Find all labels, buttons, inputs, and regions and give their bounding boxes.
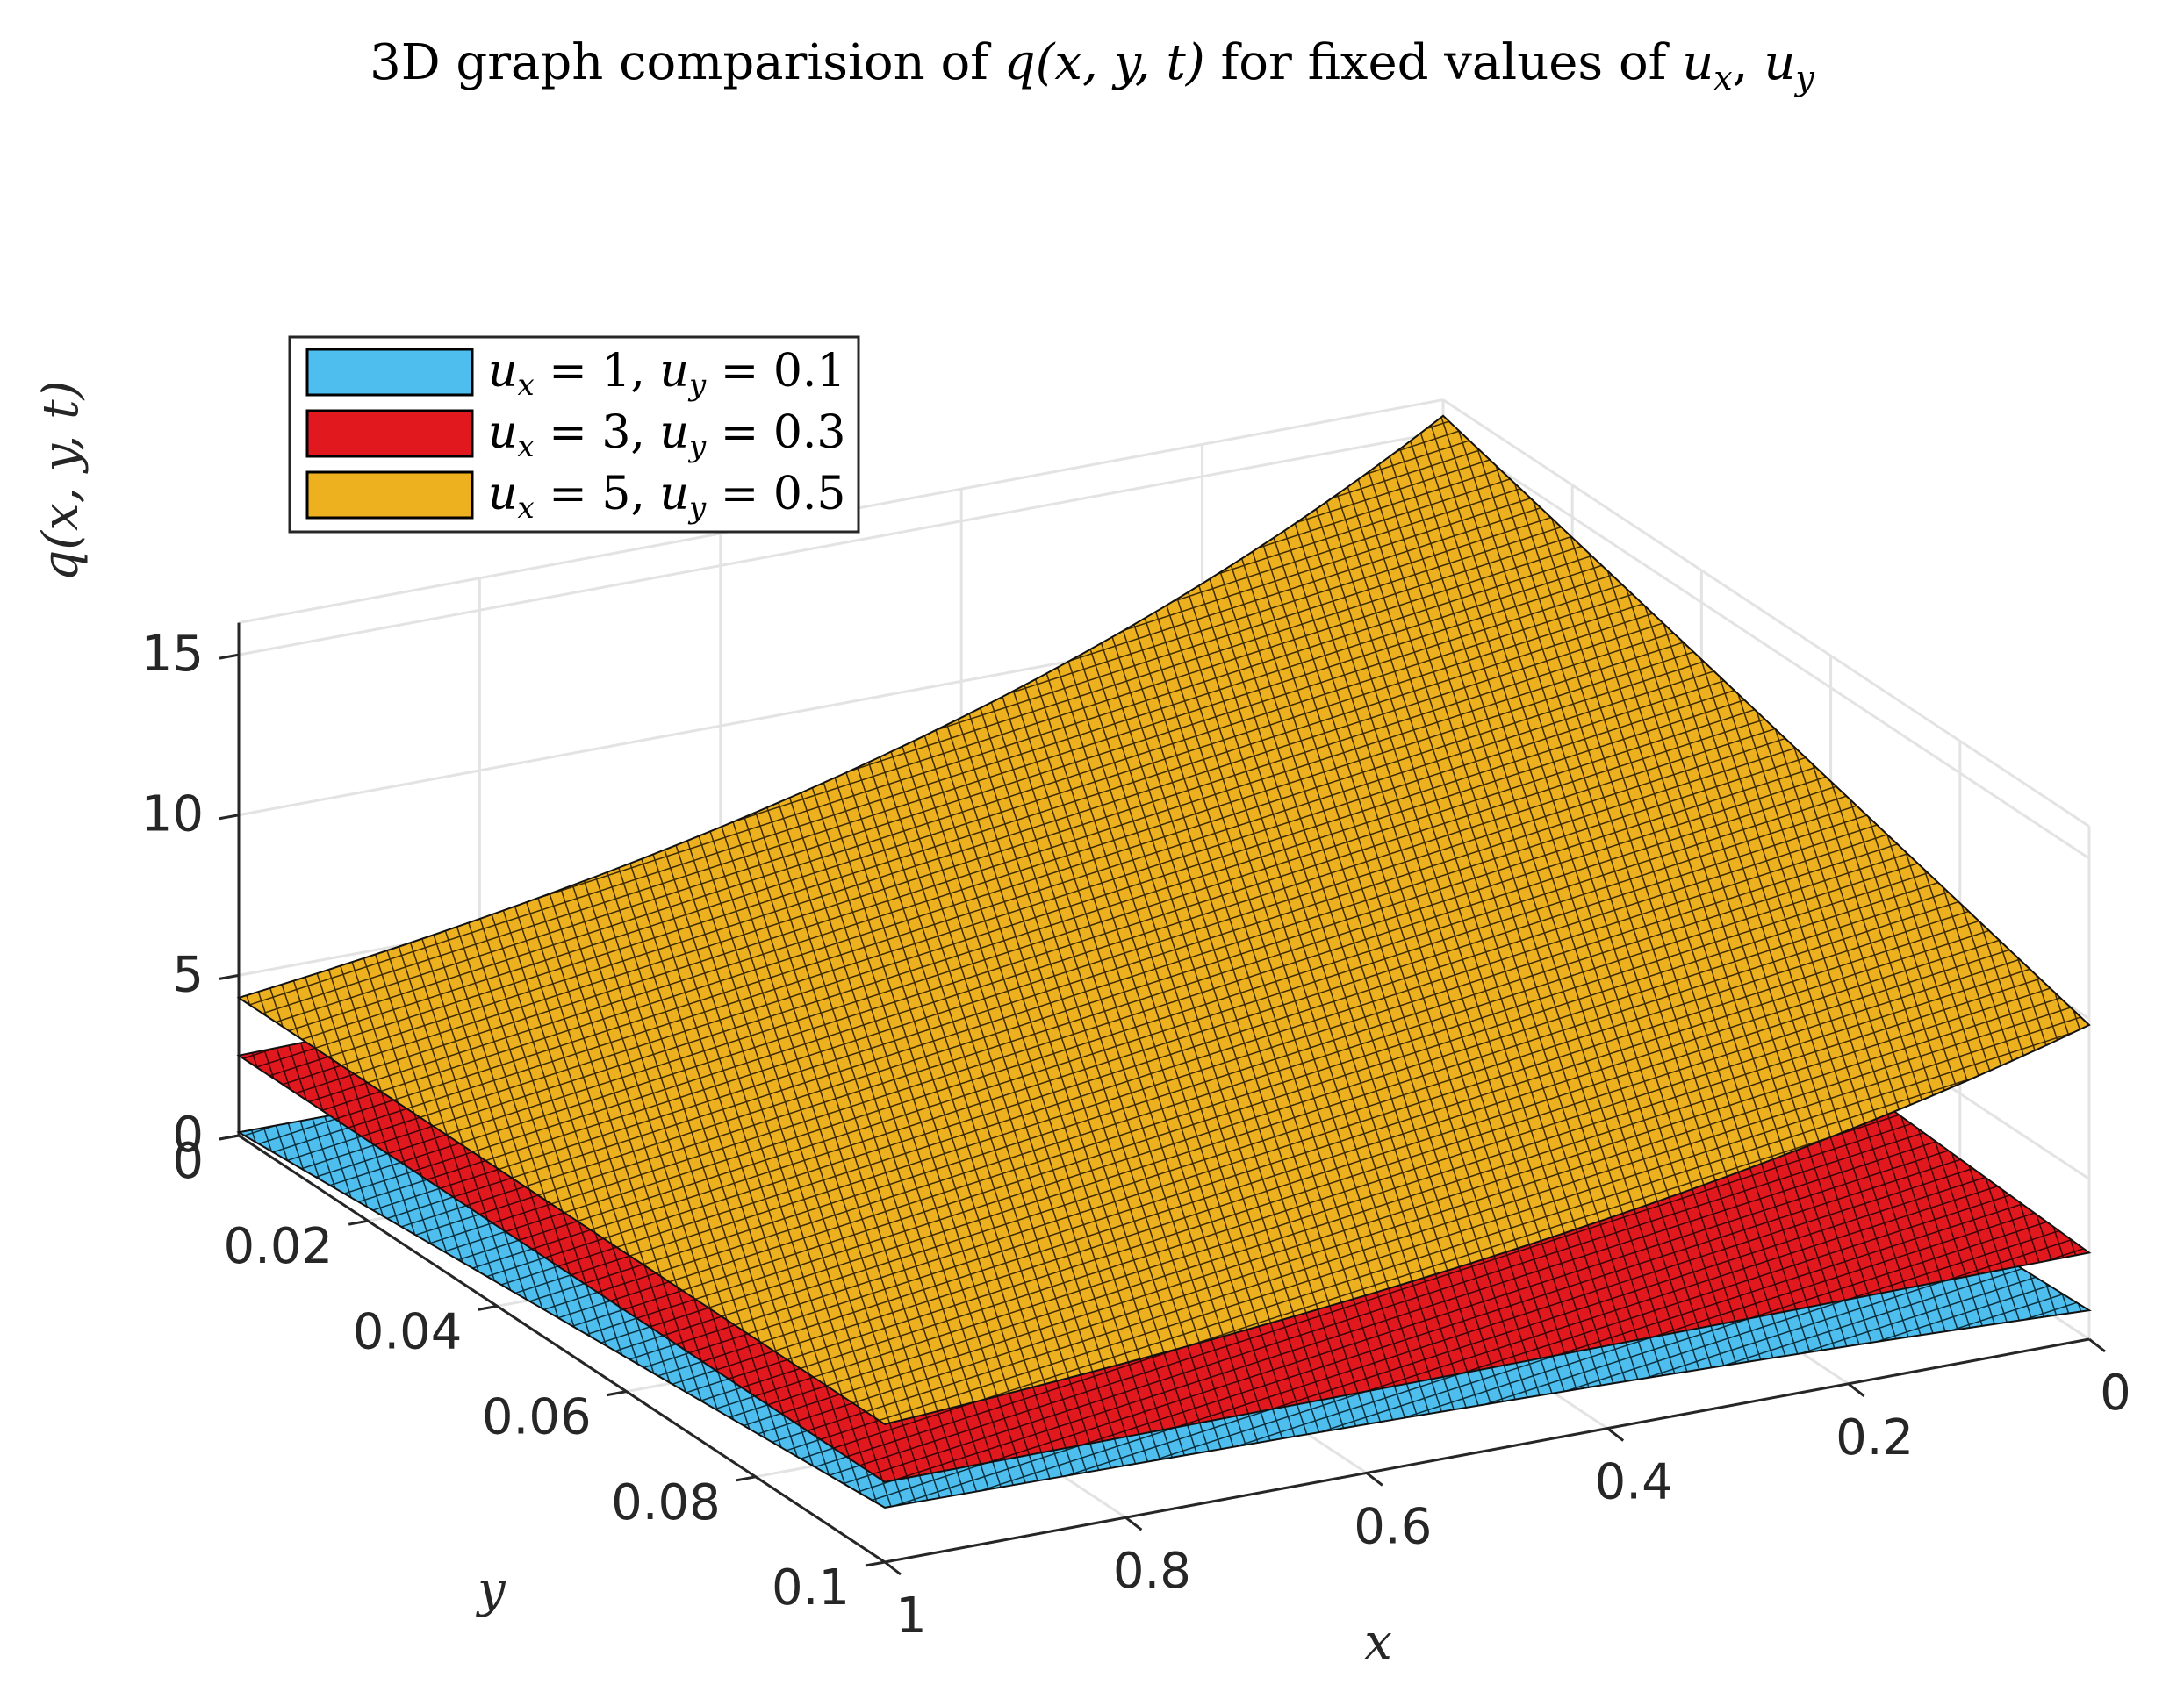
y-tick-label: 0.04 [353,1303,463,1360]
x-tick-label: 0.4 [1595,1454,1673,1511]
z-tick-label: 0 [172,1107,204,1164]
surfaces [236,414,2092,1509]
z-tick-label: 15 [141,626,204,683]
y-tick-label: 0.1 [772,1559,850,1617]
legend-entry-2: ux = 3, uy = 0.3 [305,406,846,464]
x-tick-mark [1847,1382,1865,1397]
x-tick-label: 0.2 [1836,1409,1914,1466]
y-tick-mark [865,1560,886,1567]
legend: ux = 1, uy = 0.1 ux = 3, uy = 0.3 ux = 5… [288,335,860,534]
x-tick-mark [884,1560,902,1576]
y-tick-label: 0 [172,1133,204,1190]
x-tick-label: 0.8 [1113,1543,1191,1600]
x-axis-label: x [1364,1614,1392,1671]
z-axis-label: q(x, y, t) [32,380,90,581]
y-tick-label: 0.06 [482,1389,592,1446]
svg-text:3D graph comparision of q(x, y: 3D graph comparision of q(x, y, t) for f… [370,34,1814,97]
chart-title: 3D graph comparision of q(x, y, t) for f… [370,34,1814,97]
legend-swatch-3 [305,470,474,520]
y-tick-mark [219,1134,240,1141]
x-tick-mark [2088,1337,2106,1353]
z-tick-label: 10 [141,786,204,843]
x-tick-mark [1606,1427,1625,1442]
axes [237,622,2090,1564]
side-grid-z [1442,430,2090,860]
x-tick-mark [1124,1516,1143,1531]
svg-text:ux = 1, uy = 0.1: ux = 1, uy = 0.1 [488,345,846,403]
y-tick-mark [478,1304,498,1311]
x-tick-label: 0.6 [1354,1498,1432,1555]
y-axis-label: y [475,1561,506,1618]
x-axis-line [884,1337,2090,1564]
legend-swatch-2 [305,409,474,458]
svg-text:ux = 5, uy = 0.5: ux = 5, uy = 0.5 [488,468,846,526]
legend-entry-3: ux = 5, uy = 0.5 [305,468,846,526]
y-tick-label: 0.08 [611,1474,721,1531]
z-tick-mark [219,653,240,660]
z-tick-mark [219,814,240,821]
tick-labels: 0 5 10 15 0 0.02 0.04 0.06 0.08 0.1 0 0.2 0.4 0.6 0.8 1 [141,626,2131,1645]
y-axis-line [238,1134,886,1564]
z-tick-mark [219,973,240,980]
x-tick-mark [1365,1472,1383,1487]
y-tick-mark [736,1475,757,1482]
legend-entry-1: ux = 1, uy = 0.1 [305,345,846,403]
x-tick-label: 0 [2100,1365,2131,1422]
side-grid-z [1442,398,2090,828]
wall-grid-z [238,430,1444,656]
z-tick-label: 5 [172,946,204,1003]
y-tick-mark [348,1219,369,1226]
svg-text:ux = 3, uy = 0.3: ux = 3, uy = 0.3 [488,406,846,464]
x-tick-label: 1 [895,1588,927,1645]
surface-series-3 [236,414,2091,1425]
y-tick-label: 0.02 [224,1218,334,1275]
y-tick-mark [607,1390,627,1397]
legend-swatch-1 [305,348,474,397]
